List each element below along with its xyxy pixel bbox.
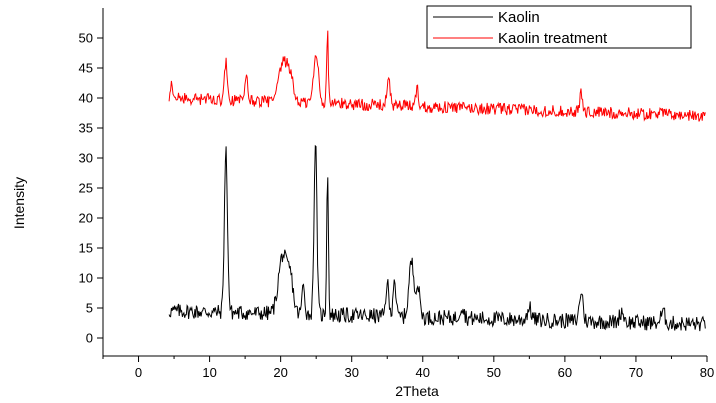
series-line-kaolin bbox=[168, 144, 706, 332]
y-tick-label: 30 bbox=[79, 151, 93, 166]
x-axis-title: 2Theta bbox=[395, 383, 439, 399]
y-tick-label: 15 bbox=[79, 241, 93, 256]
legend: Kaolin Kaolin treatment bbox=[426, 5, 692, 49]
axes: 0 10 20 30 40 50 60 70 80 0 5 10 15 20 25 30 35 40 45 50 bbox=[79, 8, 714, 380]
x-tick-label: 40 bbox=[416, 365, 430, 380]
x-tick-label: 60 bbox=[558, 365, 572, 380]
series-line-kaolin-treatment bbox=[168, 30, 706, 122]
y-tick-label: 50 bbox=[79, 31, 93, 46]
x-tick-label: 20 bbox=[273, 365, 287, 380]
x-tick-label: 70 bbox=[629, 365, 643, 380]
legend-label-kaolin-treatment: Kaolin treatment bbox=[498, 30, 608, 47]
y-tick-label: 5 bbox=[86, 301, 93, 316]
legend-box bbox=[426, 5, 692, 49]
x-tick-label: 50 bbox=[487, 365, 501, 380]
y-tick-label: 20 bbox=[79, 211, 93, 226]
y-tick-label: 25 bbox=[79, 181, 93, 196]
x-tick-label: 30 bbox=[344, 365, 358, 380]
y-tick-label: 35 bbox=[79, 121, 93, 136]
x-tick-label: 0 bbox=[135, 365, 142, 380]
y-axis-title: Intensity bbox=[11, 177, 27, 229]
y-tick-label: 40 bbox=[79, 91, 93, 106]
x-tick-label: 80 bbox=[700, 365, 714, 380]
y-tick-label: 0 bbox=[86, 331, 93, 346]
x-tick-label: 10 bbox=[202, 365, 216, 380]
plot-area bbox=[168, 30, 706, 332]
legend-label-kaolin: Kaolin bbox=[498, 9, 540, 26]
y-tick-label: 10 bbox=[79, 271, 93, 286]
y-tick-label: 45 bbox=[79, 61, 93, 76]
